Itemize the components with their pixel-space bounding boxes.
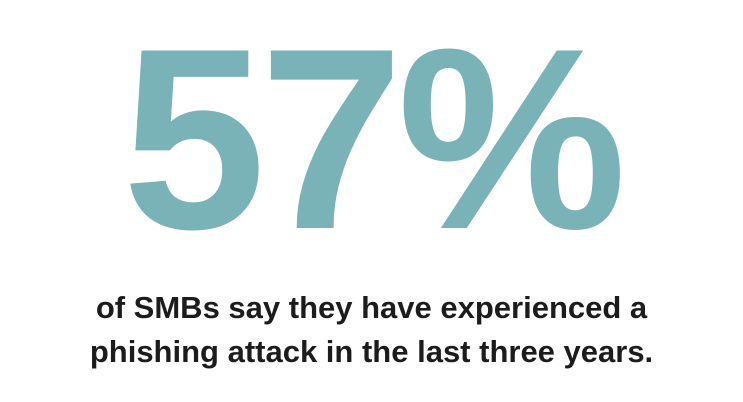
big-statistic: 57% — [122, 0, 626, 283]
caption-line-1: of SMBs say they have experienced a — [95, 290, 648, 325]
stat-caption: of SMBs say they have experienced a phis… — [62, 286, 682, 374]
caption-line-2: phishing attack in the last three years. — [89, 334, 654, 369]
